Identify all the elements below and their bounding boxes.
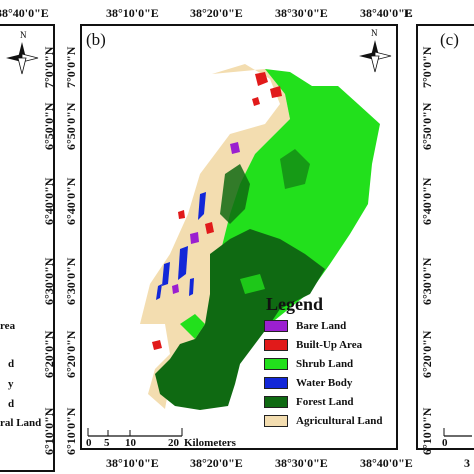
water-body bbox=[156, 284, 162, 300]
panel-label-c: (c) bbox=[440, 30, 459, 49]
shrub-land-patch bbox=[240, 274, 265, 294]
legend-swatch-agricultural-land bbox=[264, 415, 288, 427]
built-up-area bbox=[178, 210, 185, 219]
center-lat-tick: 6°30'0"N bbox=[64, 257, 78, 305]
left-top-tick: 38°40'0"E bbox=[0, 6, 49, 20]
left-map-frame bbox=[0, 24, 55, 472]
center-top-tick: 38°10'0"E bbox=[106, 6, 159, 20]
water-body bbox=[189, 278, 194, 296]
built-up-area bbox=[270, 86, 282, 98]
legend-swatch-water-body bbox=[264, 377, 288, 389]
forest-land-region bbox=[280, 149, 310, 189]
legend-label-water-body: Water Body bbox=[296, 377, 353, 389]
legend-label-forest-land: Forest Land bbox=[296, 396, 354, 408]
built-up-area bbox=[152, 340, 162, 350]
center-top-tick: 38°30'0"E bbox=[275, 6, 328, 20]
center-lat-tick: 7°0'0"N bbox=[64, 46, 78, 88]
left-lat-tick: 6°30'0"N bbox=[42, 257, 56, 305]
left-legend-partial: y bbox=[8, 378, 14, 390]
right-scale-bar bbox=[443, 428, 472, 437]
right-map-frame bbox=[416, 24, 474, 450]
scale-unit: Kilometers bbox=[184, 437, 236, 449]
center-bottom-tick: 38°30'0"E bbox=[275, 456, 328, 470]
legend-swatch-bare-land bbox=[264, 320, 288, 332]
water-body bbox=[198, 192, 206, 220]
water-body bbox=[178, 246, 188, 280]
left-lat-tick: 6°50'0"N bbox=[42, 102, 56, 150]
right-lat-tick: 6°50'0"N bbox=[420, 102, 434, 150]
forest-land-region bbox=[155, 229, 325, 410]
legend-swatch-shrub-land bbox=[264, 358, 288, 370]
left-lat-tick: 7°0'0"N bbox=[42, 46, 56, 88]
agricultural-land-region bbox=[140, 64, 290, 409]
center-lat-tick: 6°40'0"N bbox=[64, 177, 78, 225]
left-legend-partial: d bbox=[8, 398, 15, 410]
built-up-area bbox=[252, 97, 260, 106]
right-lat-tick: 6°30'0"N bbox=[420, 257, 434, 305]
built-up-area bbox=[205, 222, 214, 234]
svg-text:N: N bbox=[371, 28, 378, 38]
bare-land-area bbox=[230, 142, 240, 154]
bare-land-area bbox=[190, 232, 199, 244]
right-top-tick: E bbox=[404, 6, 413, 20]
forest-land-region bbox=[220, 164, 250, 224]
left-legend-partial: d bbox=[8, 358, 15, 370]
center-bottom-tick: 38°20'0"E bbox=[190, 456, 243, 470]
scale-bar bbox=[87, 428, 183, 437]
center-lat-tick: 6°50'0"N bbox=[64, 102, 78, 150]
right-bottom-tick: 3 bbox=[464, 456, 470, 470]
left-lat-tick: 6°40'0"N bbox=[42, 177, 56, 225]
bare-land-area bbox=[172, 284, 179, 294]
center-top-tick: 38°40'0"E bbox=[360, 6, 413, 20]
legend-label-agricultural-land: Agricultural Land bbox=[296, 415, 383, 427]
center-lat-tick: 6°10'0"N bbox=[64, 407, 78, 455]
legend-label-bare-land: Bare Land bbox=[296, 320, 347, 332]
left-north-arrow-icon: N bbox=[6, 30, 39, 75]
shrub-land-patch bbox=[180, 314, 205, 339]
right-scale-zero: 0 bbox=[442, 437, 448, 449]
center-bottom-tick: 38°10'0"E bbox=[106, 456, 159, 470]
legend-label-shrub-land: Shrub Land bbox=[296, 358, 354, 370]
center-lat-tick: 6°20'0"N bbox=[64, 330, 78, 378]
scale-label: 0 bbox=[86, 437, 92, 449]
left-legend-partial: rea bbox=[0, 320, 16, 332]
legend-swatch-forest-land bbox=[264, 396, 288, 408]
legend-title: Legend bbox=[266, 294, 324, 314]
panel-label-b: (b) bbox=[86, 30, 106, 49]
legend-swatch-built-up bbox=[264, 339, 288, 351]
water-body bbox=[162, 262, 170, 286]
svg-text:N: N bbox=[20, 30, 27, 40]
left-legend-partial: ral Land bbox=[0, 417, 42, 429]
left-lat-tick: 6°20'0"N bbox=[42, 330, 56, 378]
scale-label: 20 bbox=[168, 437, 179, 449]
right-lat-tick: 7°0'0"N bbox=[420, 46, 434, 88]
center-bottom-tick: 38°40'0"E bbox=[360, 456, 413, 470]
right-lat-tick: 6°20'0"N bbox=[420, 330, 434, 378]
scale-label: 5 bbox=[104, 437, 110, 449]
built-up-area bbox=[255, 72, 268, 86]
scale-label: 10 bbox=[125, 437, 136, 449]
left-lat-tick: 6°10'0"N bbox=[42, 407, 56, 455]
right-lat-tick: 6°10'0"N bbox=[420, 407, 434, 455]
legend-label-built-up: Built-Up Area bbox=[296, 339, 363, 351]
center-north-arrow-icon: N bbox=[359, 28, 392, 73]
center-top-tick: 38°20'0"E bbox=[190, 6, 243, 20]
right-lat-tick: 6°40'0"N bbox=[420, 177, 434, 225]
land-cover-map bbox=[140, 64, 380, 410]
